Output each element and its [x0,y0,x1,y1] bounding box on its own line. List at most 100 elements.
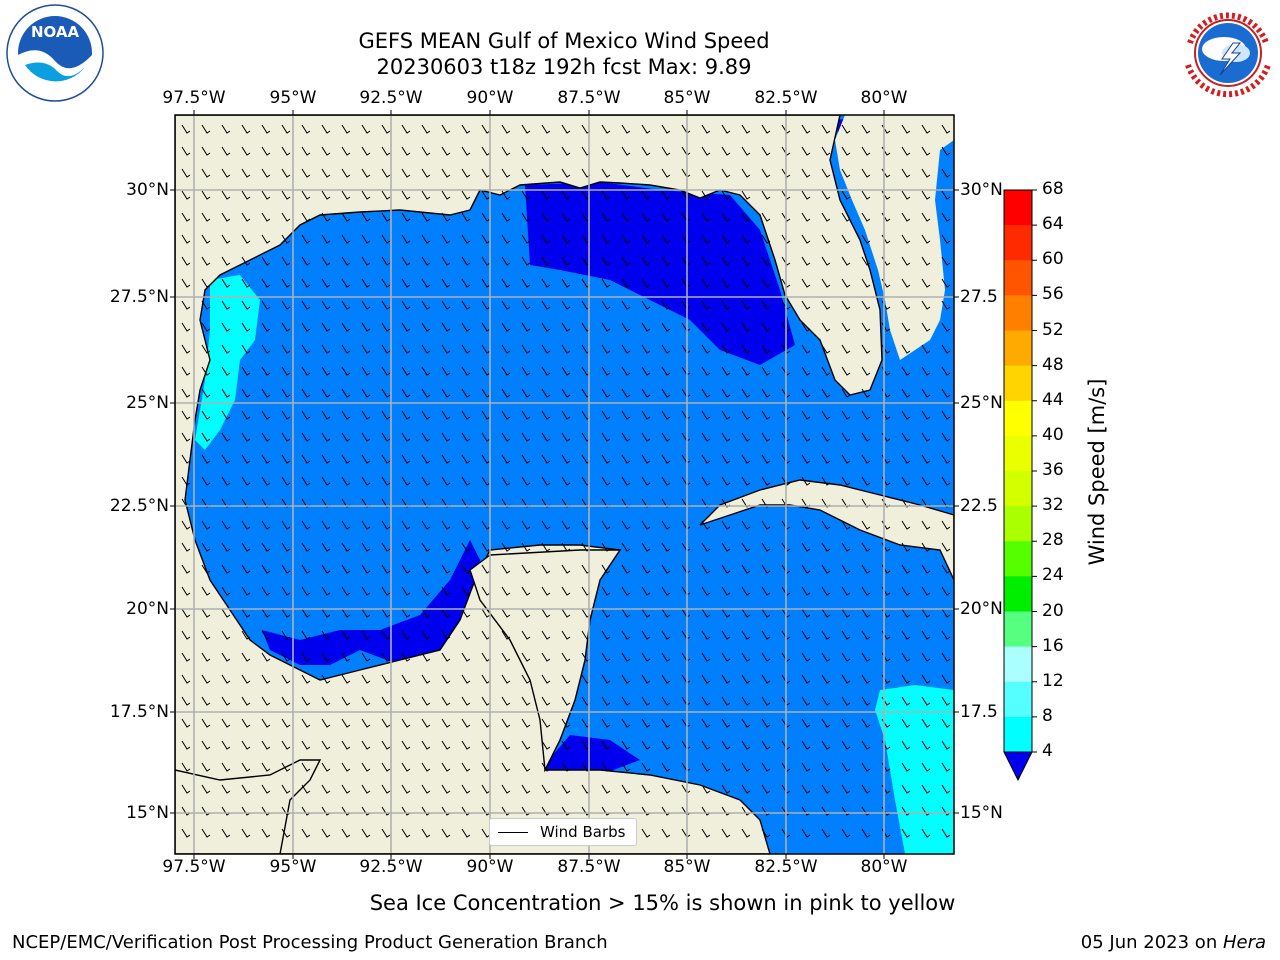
wind-barb [321,542,331,552]
wind-barb [601,740,611,750]
wind-barb [341,344,351,354]
wind-barb [381,124,391,134]
wind-barb [521,586,531,596]
wind-barb [241,190,251,200]
wind-barb [181,630,191,640]
wind-barb [461,234,471,244]
wind-barb [181,300,191,310]
wind-barb [341,212,351,222]
wind-barb [521,300,531,310]
wind-barb [361,784,371,794]
wind-barb [501,322,511,332]
wind-barb [721,278,731,288]
wind-barb [541,124,551,134]
wind-barb [221,454,231,464]
wind-barb [841,124,851,134]
wind-barb [301,256,311,266]
wind-barb [801,784,811,794]
wind-barb [621,542,631,552]
wind-barb [181,124,191,134]
wind-barb [401,520,411,530]
wind-barb [521,476,531,486]
wind-barb [861,432,871,442]
wind-barb [761,256,771,266]
wind-barb [701,696,711,706]
wind-barb [721,542,731,552]
wind-barb [421,190,431,200]
wind-barb [421,388,431,398]
wind-barb [861,630,871,640]
wind-barb [841,234,851,244]
lat-label-right-0: 30°N [960,180,1003,200]
wind-barb [601,322,611,332]
wind-barb [301,432,311,442]
wind-barb [221,784,231,794]
wind-barb [941,124,951,134]
wind-barb [441,520,451,530]
wind-barb [641,718,651,728]
wind-barb [441,696,451,706]
wind-barb [381,168,391,178]
wind-barb [741,762,751,772]
wind-barb [741,454,751,464]
wind-barb [521,630,531,640]
wind-barb [621,718,631,728]
wind-barb [281,388,291,398]
wind-barb [901,586,911,596]
wind-barb [201,234,211,244]
wind-barb [221,344,231,354]
wind-barb [381,630,391,640]
wind-barb [841,212,851,222]
wind-barb [441,124,451,134]
wind-barb [401,630,411,640]
wind-barb [321,300,331,310]
wind-barb [421,300,431,310]
wind-barb [441,630,451,640]
colorbar-tick-label: 52 [1042,319,1064,340]
wind-barb [541,652,551,662]
wind-barb [701,608,711,618]
wind-barb [621,740,631,750]
wind-barb [801,542,811,552]
wind-barb [861,300,871,310]
wind-barb [281,718,291,728]
wind-barb [461,300,471,310]
wind-barb [701,476,711,486]
wind-barb [561,454,571,464]
wind-barb [901,278,911,288]
wind-barb [801,652,811,662]
wind-barb [721,696,731,706]
wind-barb [241,630,251,640]
wind-barb [541,630,551,640]
wind-barb [921,432,931,442]
wind-barb [301,366,311,376]
wind-barb [221,234,231,244]
wind-barb [361,366,371,376]
wind-barb [221,256,231,266]
wind-barb [461,344,471,354]
wind-barb [801,278,811,288]
wind-barb [901,146,911,156]
wind-barb [181,564,191,574]
wind-barb [921,476,931,486]
wind-barb [521,366,531,376]
wind-barb [841,542,851,552]
wind-barb [721,784,731,794]
wind-barb [501,542,511,552]
wind-barb [181,256,191,266]
wind-barb [601,586,611,596]
wind-barb [821,586,831,596]
wind-barb [541,146,551,156]
wind-barb [801,828,811,838]
wind-barb [861,146,871,156]
wind-barb [401,740,411,750]
wind-barb [261,454,271,464]
wind-barb [501,586,511,596]
wind-barb [461,146,471,156]
wind-barb [741,432,751,442]
wind-barb [661,718,671,728]
wind-barb [241,696,251,706]
wind-barb [781,740,791,750]
wind-barb [761,454,771,464]
wind-barb [901,630,911,640]
